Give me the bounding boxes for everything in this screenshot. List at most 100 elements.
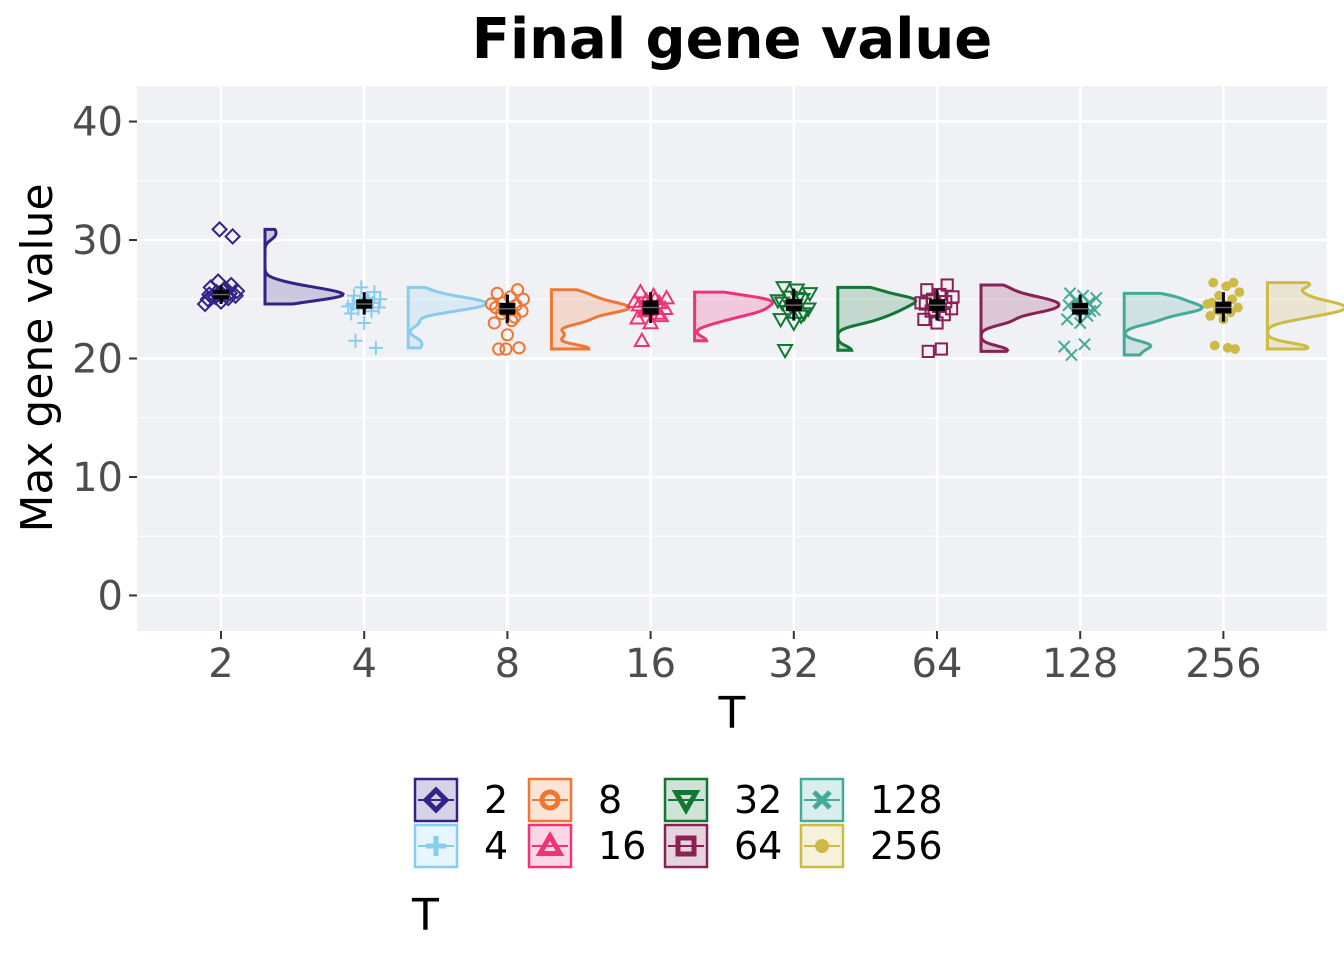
gridlines: [137, 86, 1327, 631]
data-point: [500, 328, 514, 342]
series-4: [341, 280, 489, 355]
density-cloud: [406, 285, 489, 350]
x-axis: 2 4 8 16 32 64 128 256: [208, 631, 1262, 687]
legend-key-marker: [671, 790, 701, 816]
data-point: [1214, 290, 1224, 301]
legend-label: 2: [484, 778, 508, 822]
data-point: [921, 344, 935, 358]
data-point: [484, 297, 498, 311]
y-tick-label: 10: [72, 455, 123, 501]
y-axis-title: Max gene value: [12, 183, 63, 532]
legend-label: 4: [484, 824, 508, 868]
x-tick-label: 128: [1042, 641, 1118, 687]
series-16: [625, 283, 775, 347]
density-cloud: [979, 283, 1061, 353]
legend-label: 8: [598, 778, 622, 822]
data-point: [487, 316, 501, 330]
density-cloud: [693, 290, 775, 343]
data-point: [801, 287, 819, 303]
data-point: [512, 341, 526, 355]
series-128: [1057, 287, 1204, 362]
data-point: [795, 307, 813, 323]
data-point: [344, 306, 359, 321]
data-point: [368, 340, 383, 355]
legend-item-2: 2: [413, 777, 508, 823]
legend-label: 256: [870, 824, 943, 868]
legend-title: T: [411, 890, 439, 941]
data-point: [348, 333, 363, 348]
data-point: [510, 283, 525, 297]
legend-item-4: 4: [413, 823, 508, 869]
legend-item-64: 64: [663, 823, 782, 869]
legend-item-8: 8: [527, 777, 622, 823]
data-point: [224, 228, 242, 245]
data-point: [1234, 287, 1245, 298]
x-tick-label: 2: [208, 641, 233, 687]
data-point: [776, 343, 794, 360]
legend-key-marker: [422, 786, 450, 814]
y-tick-label: 20: [72, 337, 123, 383]
legend-item-32: 32: [663, 777, 782, 823]
data-point: [499, 342, 513, 356]
legend-key-marker: [812, 790, 832, 810]
series-8: [484, 283, 632, 356]
data-point: [940, 278, 954, 292]
data-point: [1202, 299, 1213, 309]
x-tick-label: 32: [768, 641, 819, 687]
data-point: [357, 315, 372, 330]
legend-key-marker: [675, 835, 697, 857]
data-point: [341, 299, 356, 314]
y-tick-label: 40: [72, 100, 123, 146]
data-point: [516, 292, 531, 306]
data-point: [914, 296, 928, 310]
legend-key-marker: [539, 789, 561, 811]
data-point: [1221, 281, 1232, 292]
series-layer: [196, 220, 1344, 362]
data-point: [367, 285, 382, 300]
data-point: [373, 292, 388, 307]
data-point: [1233, 302, 1243, 313]
series-2: [196, 220, 345, 313]
legend-item-128: 128: [799, 777, 943, 823]
x-axis-title: T: [718, 688, 746, 739]
density-cloud: [263, 227, 345, 306]
data-point: [1089, 291, 1103, 305]
data-point: [1209, 340, 1220, 351]
density-cloud: [1122, 291, 1204, 357]
data-point: [920, 283, 934, 297]
data-point: [354, 280, 369, 295]
data-point: [769, 294, 787, 310]
density-cloud: [1265, 281, 1344, 351]
x-tick-label: 256: [1185, 641, 1261, 687]
legend-label: 16: [598, 824, 646, 868]
legend-key-marker: [426, 836, 446, 856]
data-point: [490, 286, 504, 300]
legend-item-16: 16: [527, 823, 646, 869]
data-point: [774, 281, 793, 297]
density-cloud: [836, 285, 918, 352]
data-point: [347, 288, 362, 303]
y-tick-label: 0: [98, 573, 123, 619]
series-256: [1202, 277, 1344, 354]
legend-item-256: 256: [799, 823, 943, 869]
data-point: [1208, 277, 1219, 288]
data-point: [771, 313, 790, 329]
data-point: [1230, 344, 1240, 354]
data-point: [633, 331, 651, 347]
data-point: [1065, 348, 1078, 362]
x-tick-label: 64: [912, 641, 963, 687]
legend-key-marker: [535, 830, 565, 856]
data-point: [1205, 310, 1216, 321]
series-64: [914, 278, 1061, 358]
legend-key-marker: [815, 839, 829, 853]
data-point: [799, 302, 818, 318]
data-point: [1063, 287, 1077, 300]
data-point: [1222, 342, 1233, 353]
y-tick-label: 30: [72, 218, 123, 264]
data-point: [211, 220, 228, 238]
legend-label: 32: [734, 778, 782, 822]
x-tick-label: 4: [351, 641, 376, 687]
legend-label: 64: [734, 824, 782, 868]
